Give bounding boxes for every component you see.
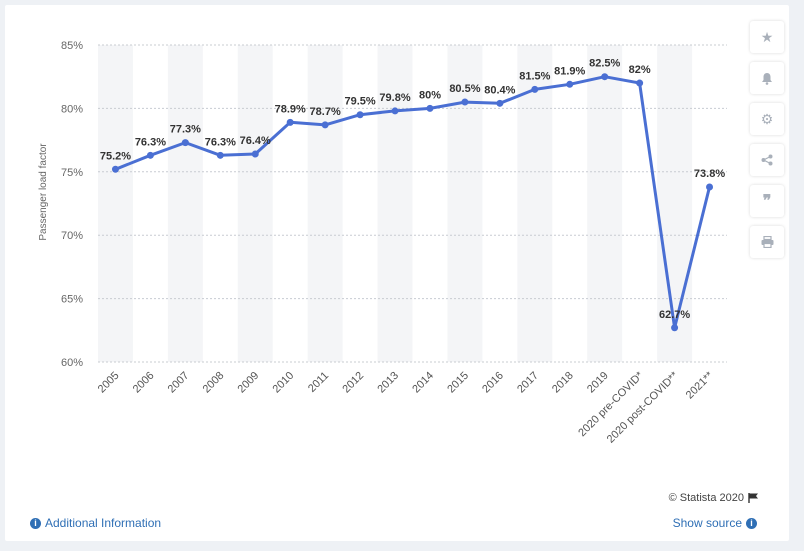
- y-tick-label: 85%: [61, 40, 83, 52]
- x-tick-label: 2008: [201, 370, 227, 396]
- category-bands: [98, 45, 693, 362]
- data-point[interactable]: [636, 79, 644, 87]
- x-tick-label: 2021**: [684, 369, 716, 401]
- star-icon: ★: [760, 28, 774, 45]
- x-tick-label: 2016: [480, 370, 506, 396]
- data-label: 79.8%: [379, 92, 410, 104]
- additional-information-link[interactable]: i Additional Information: [30, 516, 161, 530]
- data-points: [111, 73, 714, 332]
- y-tick-labels: 60% 65% 70% 75% 80% 85%: [61, 40, 83, 369]
- statista-credit: © Statista 2020: [669, 492, 759, 504]
- y-tick-label: 80%: [61, 103, 83, 115]
- category-band: [517, 45, 553, 362]
- data-label: 79.5%: [344, 96, 375, 108]
- cite-button[interactable]: ❞: [750, 185, 784, 217]
- category-band: [657, 45, 693, 362]
- category-band: [98, 45, 133, 362]
- data-label: 80.4%: [484, 84, 515, 96]
- data-label: 76.4%: [240, 135, 271, 147]
- data-label: 81.5%: [519, 70, 550, 82]
- category-band: [307, 45, 343, 362]
- data-label: 75.2%: [100, 150, 131, 162]
- data-label: 80.5%: [449, 83, 480, 95]
- flag-icon[interactable]: [748, 493, 759, 503]
- x-tick-label: 2011: [306, 370, 331, 395]
- data-point[interactable]: [181, 139, 189, 147]
- x-tick-label: 2015: [445, 370, 471, 396]
- favorite-button[interactable]: ★: [750, 21, 784, 53]
- x-tick-label: 2005: [96, 370, 122, 396]
- category-band: [587, 45, 623, 362]
- data-label: 81.9%: [554, 65, 585, 77]
- data-label: 76.3%: [205, 136, 236, 148]
- additional-information-label: Additional Information: [45, 516, 162, 530]
- info-icon: i: [30, 517, 41, 529]
- category-band: [447, 45, 483, 362]
- data-point[interactable]: [426, 104, 434, 112]
- y-gridlines: [98, 44, 727, 363]
- data-label: 80%: [419, 89, 441, 101]
- data-point[interactable]: [321, 121, 329, 129]
- y-tick-label: 60%: [61, 357, 83, 369]
- y-axis-label: Passenger load factor: [38, 143, 49, 241]
- data-point[interactable]: [531, 85, 539, 93]
- share-icon: [761, 154, 773, 166]
- data-point[interactable]: [566, 80, 574, 88]
- data-point[interactable]: [461, 98, 469, 106]
- x-tick-label: 2019: [585, 370, 611, 396]
- data-point[interactable]: [356, 111, 364, 119]
- data-point[interactable]: [146, 151, 154, 159]
- print-button[interactable]: [750, 226, 784, 258]
- data-label: 76.3%: [135, 136, 166, 148]
- x-tick-labels: 2005 2006 2007 2008 2009 2010 2011 2012 2013 2014…: [96, 369, 716, 445]
- chart-card: 60% 65% 70% 75% 80% 85% Passenger load factor…: [5, 5, 789, 541]
- data-label: 82%: [629, 64, 651, 76]
- x-tick-label: 2012: [340, 370, 366, 396]
- y-tick-label: 70%: [61, 230, 83, 242]
- data-point[interactable]: [286, 118, 294, 126]
- info-icon: i: [746, 517, 757, 529]
- x-tick-label: 2007: [166, 370, 192, 396]
- data-point[interactable]: [496, 99, 504, 107]
- show-source-label: Show source: [672, 516, 742, 530]
- x-tick-label: 2014: [410, 370, 436, 396]
- data-label: 62.7%: [659, 309, 690, 321]
- data-point[interactable]: [111, 165, 119, 173]
- category-band: [237, 45, 273, 362]
- settings-button[interactable]: ⚙: [750, 103, 784, 135]
- line-chart: 60% 65% 70% 75% 80% 85% Passenger load factor…: [38, 40, 727, 446]
- x-tick-label: 2006: [131, 370, 157, 396]
- series-line: [114, 75, 711, 330]
- data-point[interactable]: [706, 183, 714, 191]
- quote-icon: ❞: [762, 193, 772, 210]
- show-source-link[interactable]: Show source i: [673, 516, 757, 530]
- data-point[interactable]: [251, 150, 259, 158]
- category-band: [377, 45, 413, 362]
- data-label: 78.7%: [310, 106, 341, 118]
- data-point[interactable]: [601, 73, 609, 81]
- share-button[interactable]: [750, 144, 784, 176]
- data-label: 82.5%: [589, 58, 620, 70]
- data-label: 78.9%: [275, 103, 306, 115]
- data-point[interactable]: [216, 151, 224, 159]
- credit-text: © Statista 2020: [668, 492, 744, 504]
- data-point[interactable]: [391, 107, 399, 115]
- x-tick-label: 2017: [515, 370, 541, 396]
- y-tick-label: 65%: [61, 294, 83, 306]
- data-point[interactable]: [671, 324, 679, 332]
- x-tick-label: 2020 pre-COVID*: [576, 369, 646, 439]
- print-icon: [761, 236, 773, 248]
- data-label: 73.8%: [694, 168, 725, 180]
- gear-icon: ⚙: [760, 110, 774, 127]
- x-tick-label: 2018: [550, 370, 576, 396]
- x-tick-label: 2010: [271, 370, 297, 396]
- y-tick-label: 75%: [61, 167, 83, 179]
- x-tick-label: 2013: [375, 370, 401, 396]
- data-label: 77.3%: [170, 124, 201, 136]
- data-labels: 75.2% 76.3% 77.3% 76.3% 76.4% 78.9% 78.7%79.5%…: [100, 58, 725, 321]
- notification-button[interactable]: [750, 62, 784, 94]
- x-tick-label: 2009: [236, 370, 262, 396]
- bell-icon: [762, 72, 772, 85]
- category-band: [167, 45, 203, 362]
